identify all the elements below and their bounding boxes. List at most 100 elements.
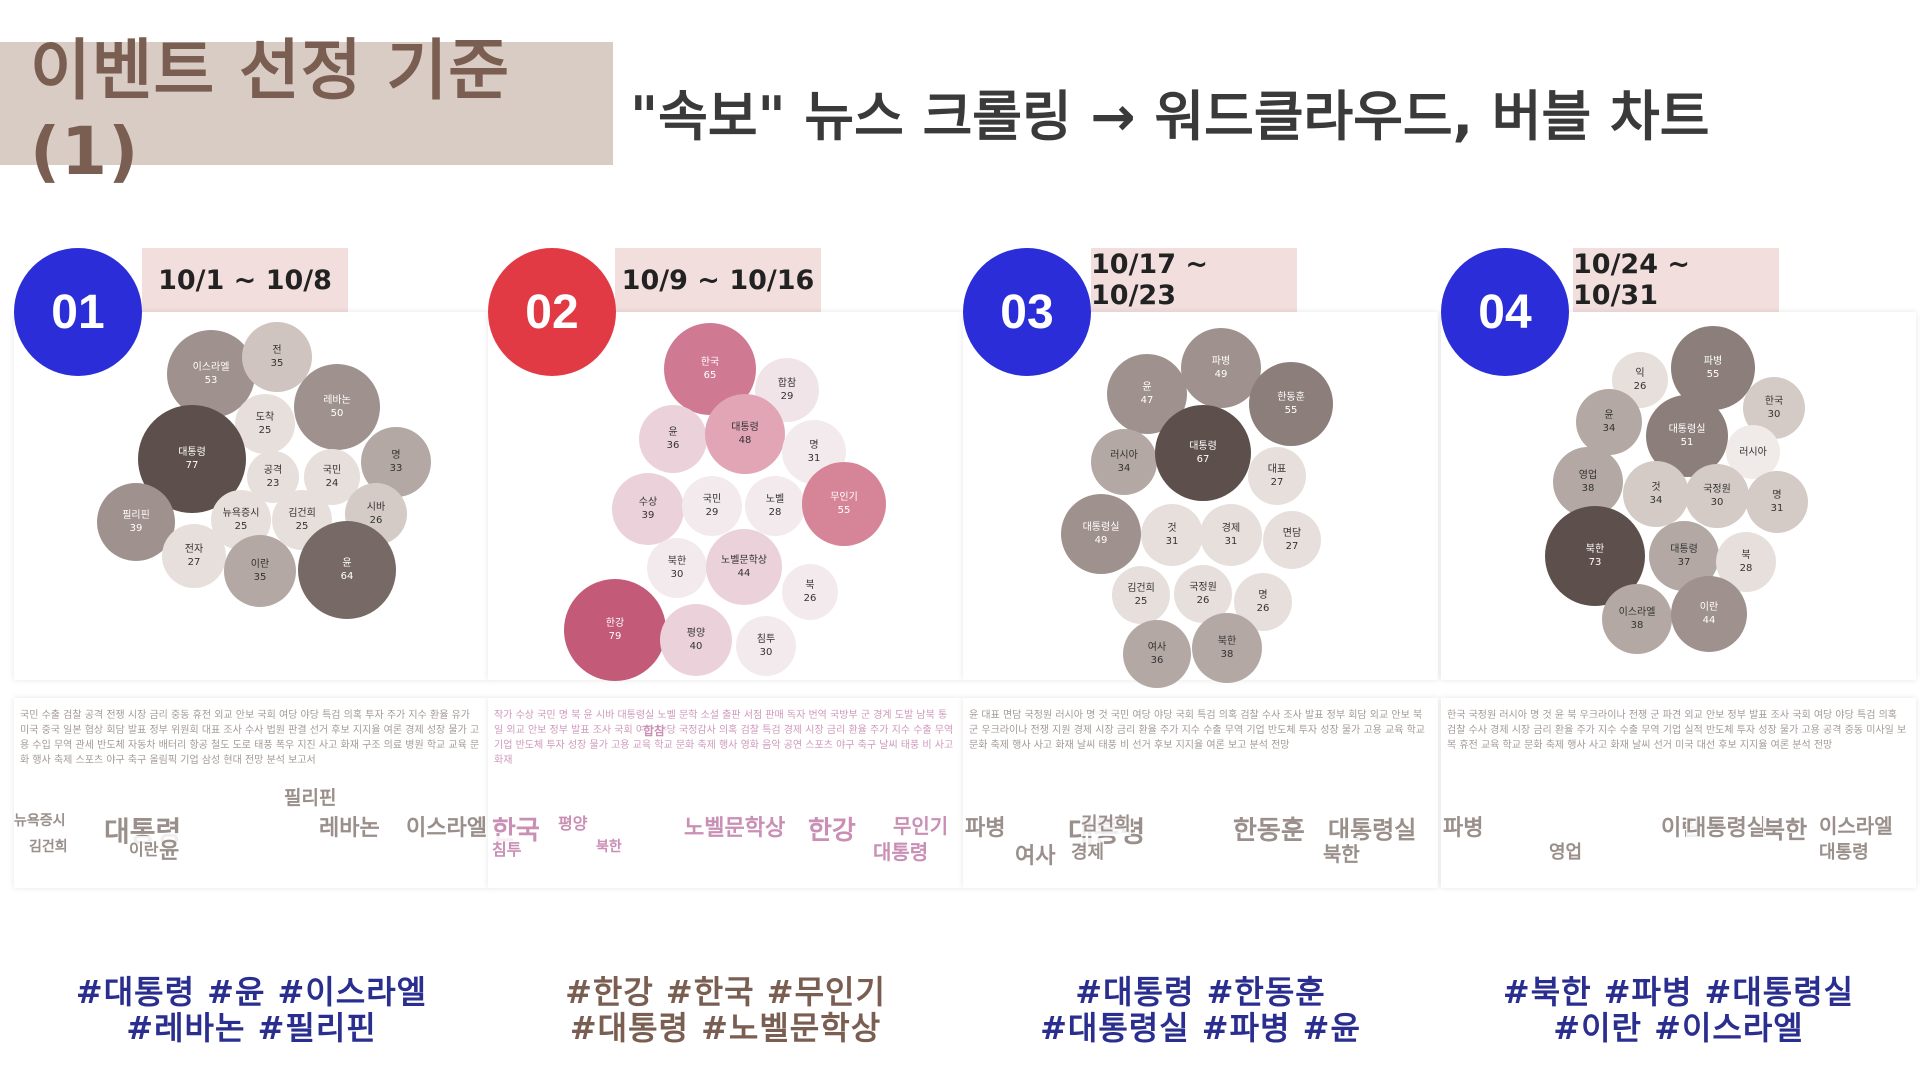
bubble: 윤 64 (298, 521, 396, 619)
word-cloud-minor-words: 작가 수상 국민 명 북 윤 시바 대통령실 노벨 문학 소설 출판 서점 판매… (494, 710, 954, 766)
bubble: 대통령 48 (705, 394, 785, 474)
bubble-label: 이란 (1699, 602, 1719, 613)
bubble: 윤 34 (1576, 389, 1642, 455)
bubble: 한강 79 (564, 579, 666, 681)
bubble-label: 평양 (686, 628, 706, 639)
bubble: 노벨문학상 44 (706, 529, 782, 605)
bubble-value: 65 (703, 370, 717, 381)
word-cloud-minor-words: 국민 수출 검찰 공격 전쟁 시장 금리 중동 휴전 외교 안보 국회 여당 야… (20, 710, 480, 766)
title-box: 이벤트 선정 기준(1) (0, 32, 613, 190)
word-cloud-keyword: 북한 (1323, 838, 1360, 867)
bubble: 영업 38 (1553, 447, 1623, 517)
bubble-value: 55 (1706, 369, 1720, 380)
bubble: 국민 29 (682, 476, 742, 536)
bubble-label: 필리핀 (122, 510, 150, 521)
bubble: 전자 27 (162, 524, 226, 588)
word-cloud-keyword: 대통령실 (1686, 810, 1767, 842)
bubble: 이란 44 (1671, 576, 1747, 652)
bubble-value: 31 (1224, 536, 1238, 547)
bubble-label: 윤 (342, 558, 352, 569)
hashtag-line-2: #이란 #이스라엘 (1553, 1009, 1804, 1047)
bubble-label: 영업 (1578, 470, 1598, 481)
period-label: 10/17 ~ 10/23 (1091, 248, 1297, 312)
bubble: 명 31 (1746, 471, 1808, 533)
bubble-label: 뉴욕증시 (222, 508, 260, 519)
bubble-label: 명 (1258, 590, 1268, 601)
bubble-value: 40 (689, 641, 703, 652)
bubble-label: 파병 (1211, 356, 1231, 367)
bubble: 것 34 (1623, 461, 1689, 527)
word-cloud-keyword: 필리핀 (284, 783, 337, 810)
period-label: 10/9 ~ 10/16 (615, 248, 821, 312)
bubble: 국정원 30 (1685, 464, 1749, 528)
bubble-label: 침투 (756, 634, 776, 645)
bubble-value: 28 (768, 507, 782, 518)
bubble: 것 31 (1141, 504, 1203, 566)
word-cloud-keyword: 한동훈 (1233, 810, 1305, 847)
word-cloud: 한국 국정원 러시아 명 것 윤 북 우크라이나 전쟁 군 파견 외교 안보 정… (1441, 698, 1916, 888)
bubble: 이스라엘 38 (1602, 584, 1672, 654)
bubble: 도착 25 (235, 394, 295, 454)
bubble: 이란 35 (224, 535, 296, 607)
bubble-label: 파병 (1703, 356, 1723, 367)
bubble-label: 북한 (667, 556, 687, 567)
bubble: 북한 38 (1192, 613, 1262, 683)
bubble: 러시아 (1726, 425, 1780, 479)
bubble: 여사 36 (1123, 620, 1191, 688)
bubble-value: 26 (1256, 603, 1270, 614)
bubble-value: 26 (1633, 381, 1647, 392)
bubble-label: 국정원 (1189, 582, 1217, 593)
bubble-label: 시바 (366, 502, 386, 513)
bubble-value: 31 (807, 453, 821, 464)
bubble-value: 53 (204, 375, 218, 386)
bubble-value: 38 (1630, 620, 1644, 631)
bubble-value: 28 (1739, 563, 1753, 574)
bubble-value: 38 (1220, 649, 1234, 660)
bubble-value: 48 (738, 435, 752, 446)
bubble-value: 64 (340, 571, 354, 582)
word-cloud-keyword: 노벨문학상 (684, 810, 786, 842)
word-cloud-keyword: 윤 (159, 833, 180, 865)
bubble-value: 34 (1117, 463, 1131, 474)
bubble-value: 29 (705, 507, 719, 518)
bubble: 경제 31 (1200, 504, 1262, 566)
bubble: 대통령실 49 (1061, 494, 1141, 574)
bubble: 레바논 50 (294, 364, 380, 450)
word-cloud: 작가 수상 국민 명 북 윤 시바 대통령실 노벨 문학 소설 출판 서점 판매… (488, 698, 963, 888)
word-cloud: 윤 대표 면담 국정원 러시아 명 것 국민 여당 야당 국회 특검 의혹 검찰… (963, 698, 1438, 888)
bubble-label: 명 (391, 450, 401, 461)
bubble: 침투 30 (736, 616, 796, 676)
bubble-value: 30 (1710, 497, 1724, 508)
bubble-label: 러시아 (1110, 450, 1138, 461)
bubble-value: 67 (1196, 454, 1210, 465)
bubble-value: 30 (1767, 409, 1781, 420)
bubble-label: 윤 (1142, 382, 1152, 393)
bubble: 노벨 28 (745, 476, 805, 536)
bubble-label: 김건희 (1127, 583, 1155, 594)
bubble-label: 수상 (638, 497, 658, 508)
bubble-value: 34 (1602, 423, 1616, 434)
bubble-value: 47 (1140, 395, 1154, 406)
word-cloud-keyword: 북한 (1763, 810, 1808, 845)
bubble: 윤 36 (639, 405, 707, 473)
bubble: 대표 27 (1248, 447, 1306, 505)
bubble-label: 이스라엘 (192, 362, 230, 373)
word-cloud-keyword: 이란 (129, 836, 159, 860)
panel-number-badge: 01 (14, 248, 142, 376)
bubble-label: 대통령실 (1668, 424, 1706, 435)
word-cloud-keyword: 대통령 (1819, 838, 1869, 864)
hashtag-line-2: #대통령 #노벨문학상 (569, 1009, 882, 1047)
bubble-label: 노벨문학상 (721, 555, 767, 566)
bubble-value: 36 (666, 440, 680, 451)
bubble-label: 북한 (1585, 544, 1605, 555)
bubble-value: 35 (253, 572, 267, 583)
bubble-label: 한강 (605, 618, 625, 629)
word-cloud-keyword: 대통령 (873, 836, 929, 865)
bubble: 북 26 (782, 564, 838, 620)
bubble-label: 도착 (255, 412, 275, 423)
bubble-label: 것 (1651, 482, 1661, 493)
hashtag-summary: #한강 #한국 #무인기 #대통령 #노벨문학상 (488, 974, 963, 1046)
hashtag-line-1: #북한 #파병 #대통령실 (1502, 973, 1855, 1011)
bubble-value: 39 (129, 523, 143, 534)
word-cloud-keyword: 레바논 (319, 810, 380, 842)
